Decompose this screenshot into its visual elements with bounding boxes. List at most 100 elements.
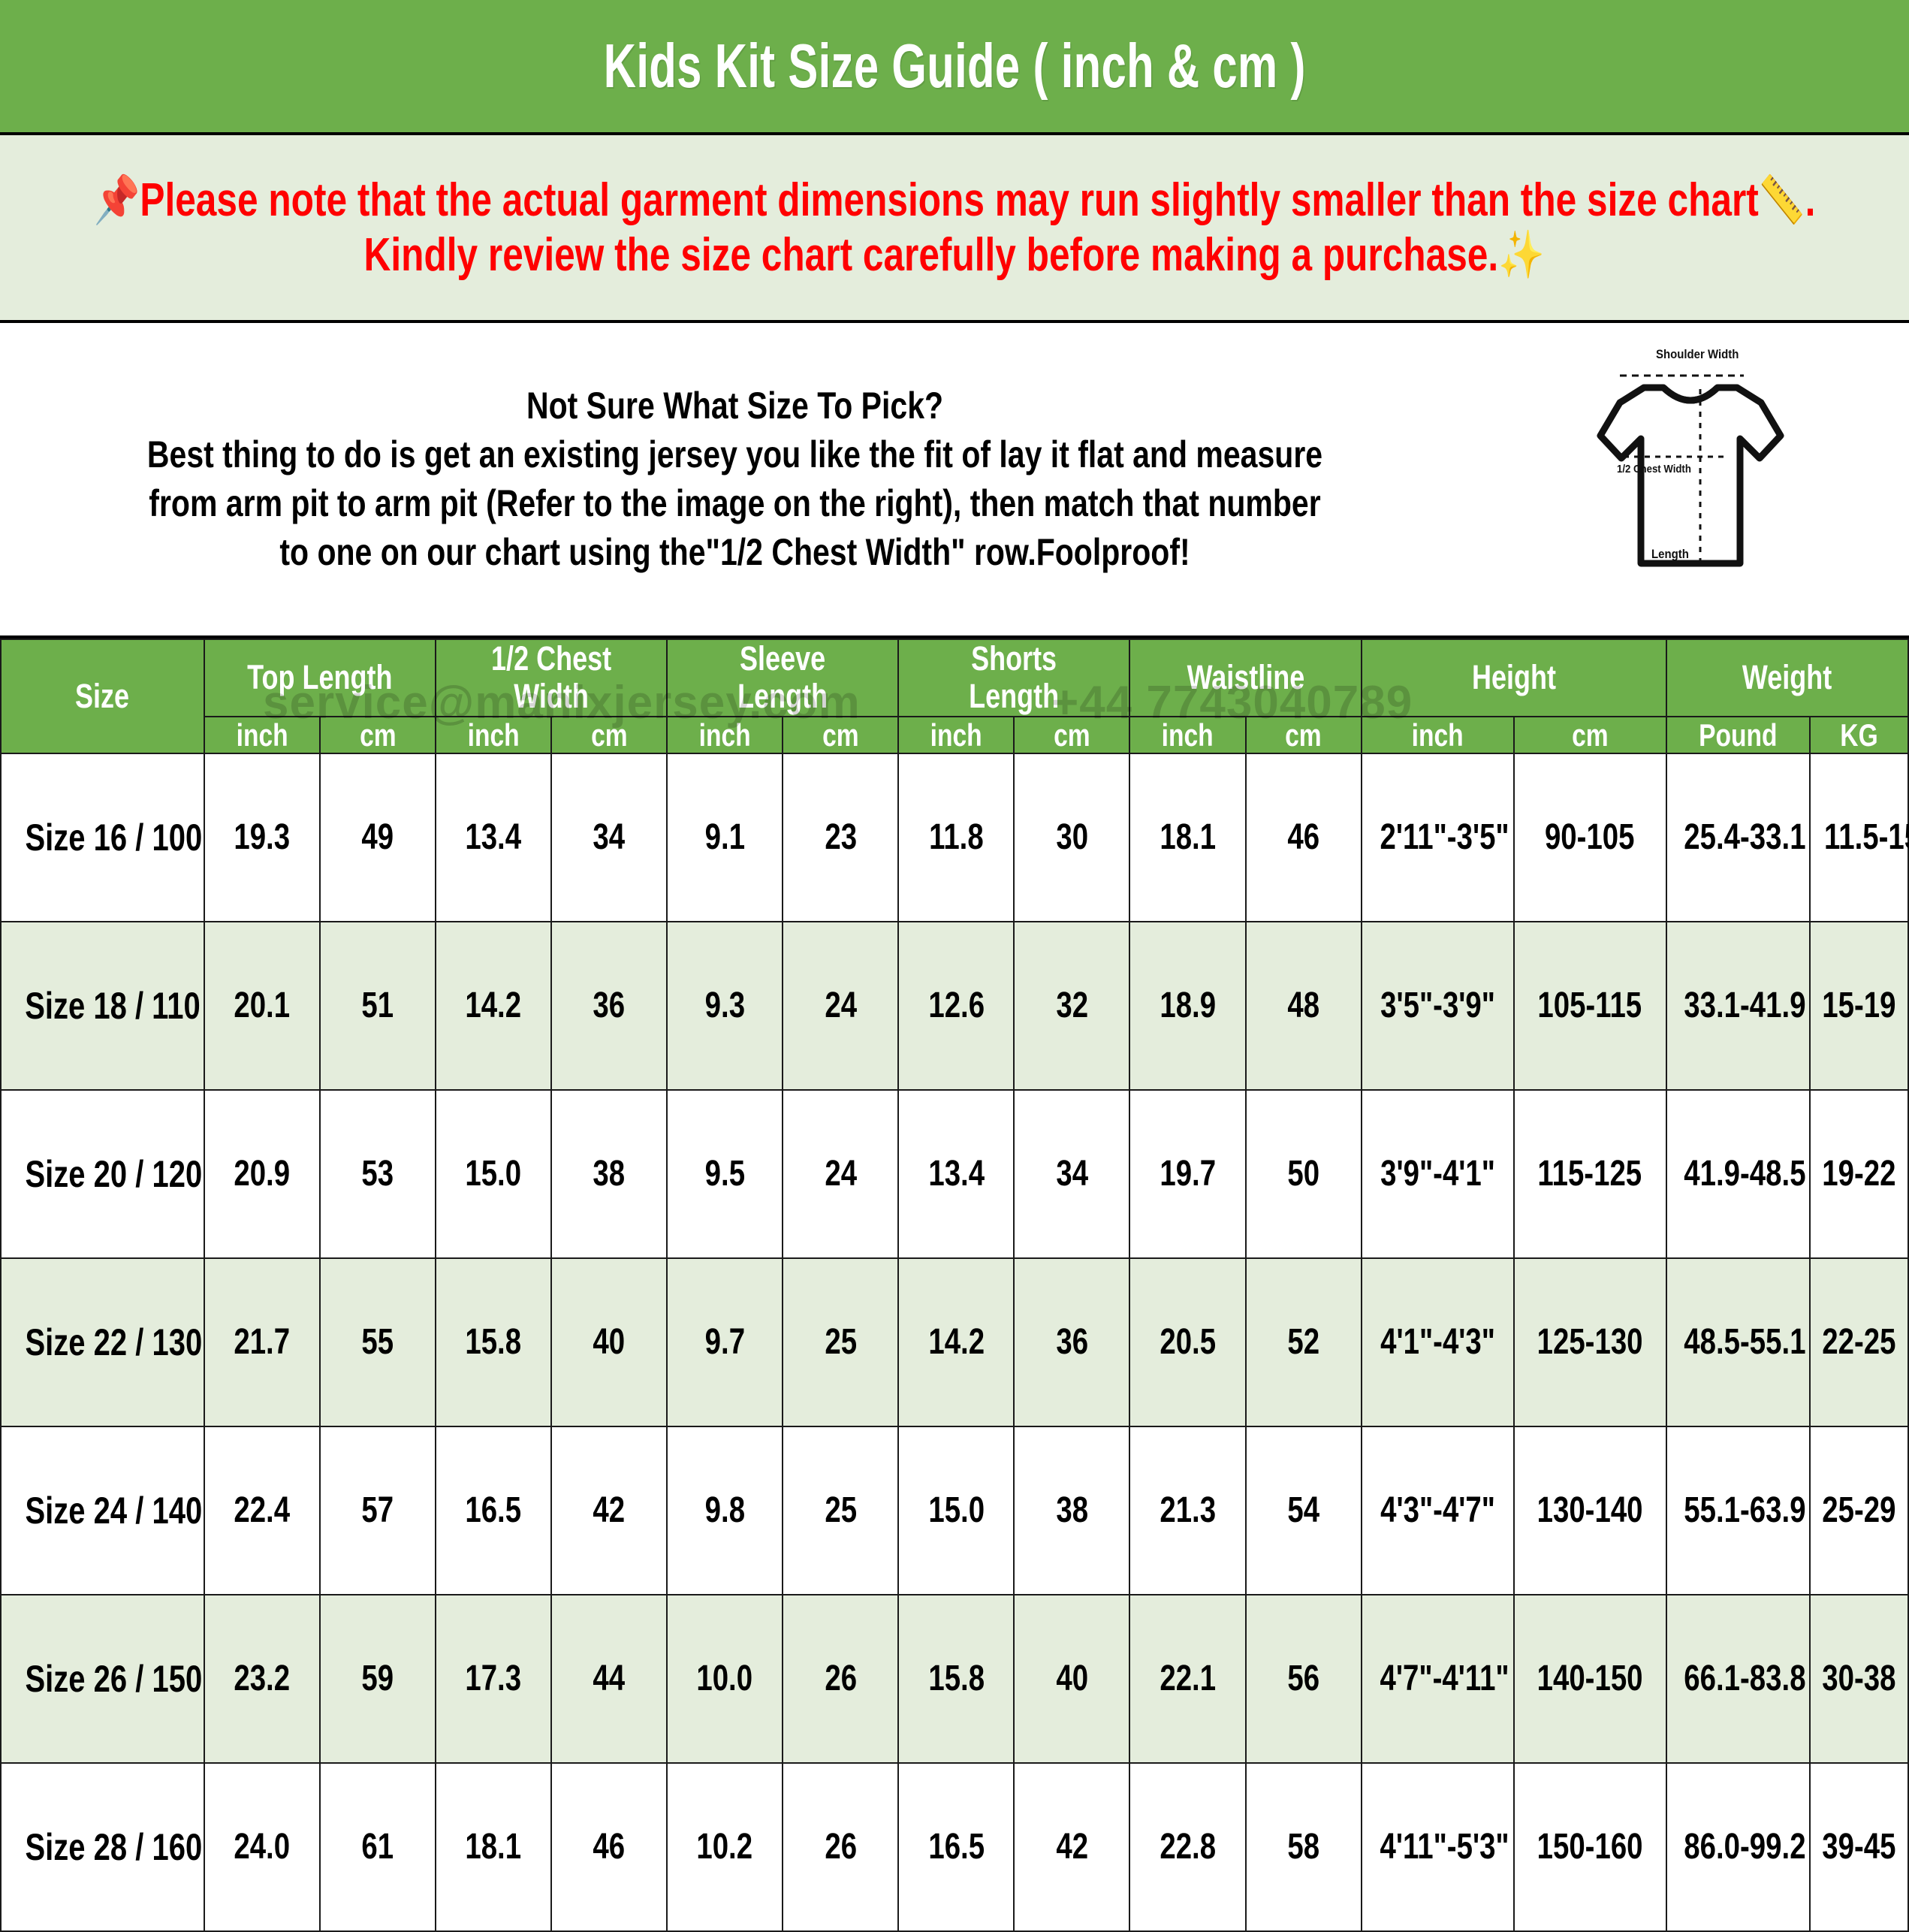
cell-value: 20.5	[1160, 1322, 1216, 1363]
cell-value: 48	[1287, 986, 1319, 1026]
table-row: Size 24 / 140 22.4 57 16.5 42 9.8 25 15.0 38 21.3…	[0, 1425, 1909, 1595]
table-cell: 14.2	[897, 1257, 1015, 1427]
unit-header-chest-inch: inch	[434, 715, 553, 754]
sparkles-icon: ✨	[1498, 229, 1546, 281]
info-text-block: Not Sure What Size To Pick? Best thing t…	[0, 382, 1590, 577]
table-cell: 24	[782, 920, 900, 1091]
col-header-waistline: Waistline	[1129, 638, 1362, 717]
table-cell: 9.7	[666, 1257, 784, 1427]
cell-value: Size 22 / 130	[25, 1321, 203, 1363]
table-cell: 57	[318, 1425, 436, 1595]
table-cell: 23	[782, 752, 900, 922]
table-cell: 3'9"-4'1"	[1360, 1088, 1515, 1259]
table-cell: 55	[318, 1257, 436, 1427]
table-cell: 36	[1013, 1257, 1131, 1427]
table-cell: 38	[1013, 1425, 1131, 1595]
table-cell: 46	[1244, 752, 1362, 922]
size-table-zone: Size Top Length 1/2 Chest Width Sleeve L…	[0, 638, 1909, 1932]
unit-header-height-inch: inch	[1360, 715, 1515, 754]
table-cell: 14.2	[434, 920, 553, 1091]
table-cell: 13.4	[434, 752, 553, 922]
table-cell: 48.5-55.1	[1665, 1257, 1811, 1427]
table-cell: 25-29	[1809, 1425, 1909, 1595]
cell-value: 26	[824, 1827, 857, 1867]
table-cell: 19.3	[203, 752, 321, 922]
table-cell: 58	[1244, 1761, 1362, 1932]
size-chart-table: Size Top Length 1/2 Chest Width Sleeve L…	[0, 638, 1909, 1932]
table-cell: 33.1-41.9	[1665, 920, 1811, 1091]
table-row: Size 28 / 160 24.0 61 18.1 46 10.2 26 16.5 42 22.…	[0, 1761, 1909, 1932]
cell-size: Size 20 / 120	[0, 1088, 205, 1259]
table-cell: 42	[550, 1425, 668, 1595]
cell-value: 9.8	[704, 1490, 745, 1531]
table-cell: 4'11"-5'3"	[1360, 1761, 1515, 1932]
cell-value: 4'1"-4'3"	[1380, 1322, 1495, 1363]
table-cell: 17.3	[434, 1593, 553, 1764]
cell-value: 34	[1056, 1154, 1088, 1194]
table-cell: 15.0	[897, 1425, 1015, 1595]
cell-value: Size 18 / 110	[25, 984, 201, 1027]
table-cell: 25	[782, 1425, 900, 1595]
cell-value: 36	[593, 986, 626, 1026]
cell-size: Size 18 / 110	[0, 920, 205, 1091]
table-cell: 3'5"-3'9"	[1360, 920, 1515, 1091]
table-cell: 11.5-15	[1809, 752, 1909, 922]
cell-value: 22-25	[1822, 1322, 1896, 1363]
col-header-shorts-length: Shorts Length	[897, 638, 1131, 717]
table-cell: 51	[318, 920, 436, 1091]
table-cell: 42	[1013, 1761, 1131, 1932]
cell-value: 86.0-99.2	[1684, 1827, 1806, 1867]
cell-value: 24.0	[234, 1827, 291, 1867]
cell-value: 19.3	[234, 817, 291, 858]
table-cell: 24	[782, 1088, 900, 1259]
table-cell: 41.9-48.5	[1665, 1088, 1811, 1259]
cell-value: 130-140	[1537, 1490, 1643, 1531]
table-cell: 12.6	[897, 920, 1015, 1091]
cell-value: 40	[593, 1322, 626, 1363]
cell-value: 2'11"-3'5"	[1380, 817, 1509, 858]
cell-value: 23.2	[234, 1659, 291, 1699]
table-cell: 20.1	[203, 920, 321, 1091]
table-cell: 4'3"-4'7"	[1360, 1425, 1515, 1595]
cell-value: 9.5	[704, 1154, 745, 1194]
title-banner: Kids Kit Size Guide ( inch & cm )	[0, 0, 1909, 135]
table-cell: 9.5	[666, 1088, 784, 1259]
cell-value: 51	[361, 986, 394, 1026]
cell-value: 15-19	[1822, 986, 1896, 1026]
notice-line-1-period: .	[1805, 174, 1816, 226]
table-cell: 18.1	[434, 1761, 553, 1932]
cell-value: 22.1	[1160, 1659, 1216, 1699]
cell-value: 13.4	[927, 1154, 985, 1194]
table-cell: 19-22	[1809, 1088, 1909, 1259]
col-header-height: Height	[1360, 638, 1667, 717]
table-cell: 105-115	[1512, 920, 1667, 1091]
table-cell: 48	[1244, 920, 1362, 1091]
table-row: Size 26 / 150 23.2 59 17.3 44 10.0 26 15.8 40 22.…	[0, 1593, 1909, 1764]
table-cell: 30	[1013, 752, 1131, 922]
table-cell: 10.0	[666, 1593, 784, 1764]
cell-value: 14.2	[465, 986, 522, 1026]
table-cell: 2'11"-3'5"	[1360, 752, 1515, 922]
table-cell: 9.8	[666, 1425, 784, 1595]
unit-header-shorts-inch: inch	[897, 715, 1015, 754]
header-row-units: inch cm inch cm inch cm inch cm inch cm …	[1, 715, 1909, 754]
info-band: Not Sure What Size To Pick? Best thing t…	[0, 323, 1909, 638]
table-cell: 23.2	[203, 1593, 321, 1764]
col-header-size: Size	[0, 638, 205, 754]
table-row: Size 22 / 130 21.7 55 15.8 40 9.7 25 14.2 36 20.5…	[0, 1257, 1909, 1427]
cell-size: Size 22 / 130	[0, 1257, 205, 1427]
info-body-line-1: Best thing to do is get an existing jers…	[146, 433, 1323, 475]
cell-value: 32	[1056, 986, 1088, 1026]
table-cell: 55.1-63.9	[1665, 1425, 1811, 1595]
table-cell: 16.5	[897, 1761, 1015, 1932]
table-cell: 49	[318, 752, 436, 922]
cell-value: 16.5	[927, 1827, 985, 1867]
info-body-line-3: to one on our chart using the"1/2 Chest …	[279, 531, 1190, 573]
cell-value: 21.7	[234, 1322, 291, 1363]
cell-value: 26	[824, 1659, 857, 1699]
table-cell: 140-150	[1512, 1593, 1667, 1764]
cell-size: Size 28 / 160	[0, 1761, 205, 1932]
cell-value: 42	[593, 1490, 626, 1531]
cell-value: 33.1-41.9	[1684, 986, 1806, 1026]
cell-value: 150-160	[1537, 1827, 1643, 1867]
